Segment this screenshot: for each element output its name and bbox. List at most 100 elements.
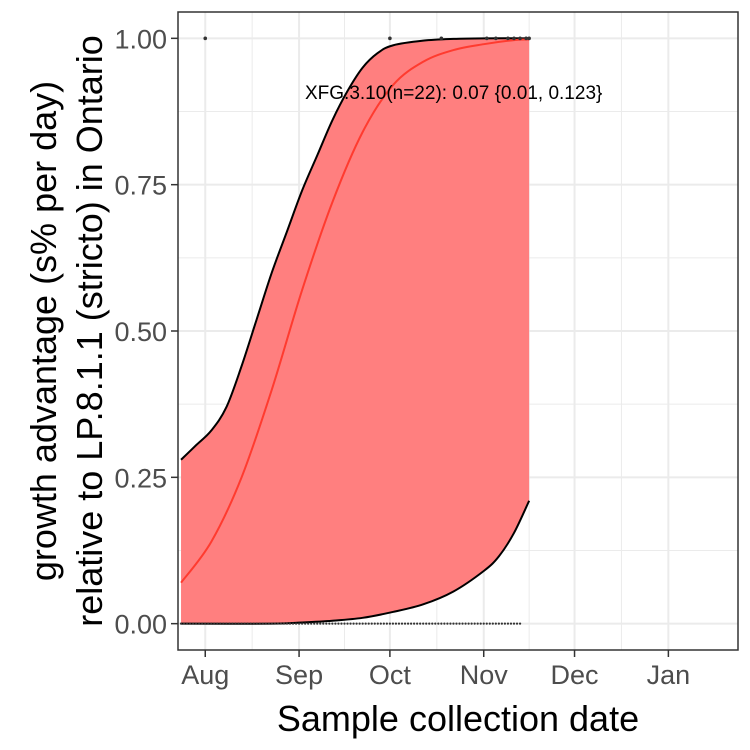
observed-point-zero [276, 622, 279, 625]
observed-point-zero [473, 622, 476, 625]
observed-point-zero [373, 622, 376, 625]
y-tick-label: 0.25 [114, 463, 167, 493]
observed-point-zero [367, 622, 370, 625]
observed-point-zero [446, 622, 449, 625]
observed-point-zero [195, 622, 198, 625]
observed-points [179, 36, 531, 625]
observed-point-zero [440, 622, 443, 625]
observed-point-zero [228, 622, 231, 625]
observed-point-zero [243, 622, 246, 625]
observed-point-zero [316, 622, 319, 625]
x-tick-label: Sep [275, 660, 323, 690]
observed-point-zero [322, 622, 325, 625]
observed-point-zero [294, 622, 298, 625]
observed-point-zero [219, 622, 222, 625]
fit-line [180, 38, 530, 584]
observed-point-zero [192, 622, 195, 625]
observed-point-zero [515, 622, 519, 625]
observed-point-zero [391, 622, 395, 625]
observed-point [512, 36, 516, 41]
observed-point-zero [282, 622, 286, 625]
observed-point [484, 36, 489, 41]
observed-point-zero [346, 622, 349, 625]
observed-point-zero [334, 622, 337, 625]
y-tick-label: 0.00 [114, 610, 167, 640]
y-axis-title: growth advantage (s% per day) relative t… [23, 35, 110, 627]
x-tick-label: Dec [551, 660, 599, 690]
observed-point-zero [416, 622, 419, 625]
observed-point-zero [249, 622, 252, 625]
observed-point-zero [207, 622, 210, 625]
observed-point-zero [385, 622, 388, 625]
observed-point-zero [476, 622, 479, 625]
observed-point-zero [304, 622, 307, 625]
observed-point-zero [182, 622, 186, 625]
observed-point-zero [273, 622, 276, 625]
observed-point-zero [403, 622, 407, 625]
observed-point-zero [270, 622, 273, 625]
observed-point-zero [291, 622, 295, 625]
observed-point-zero [349, 622, 352, 625]
observed-point-zero [325, 622, 328, 625]
observed-point [518, 36, 522, 41]
observed-point-zero [252, 622, 255, 625]
observed-point-zero [237, 622, 240, 625]
confidence-ribbon [181, 38, 530, 624]
observed-point-zero [355, 622, 358, 625]
observed-point-zero [364, 622, 367, 625]
observed-point-zero [319, 622, 322, 625]
observed-point [203, 36, 208, 41]
observed-point-zero [234, 622, 237, 625]
ci-upper-line [180, 37, 530, 461]
observed-point-zero [352, 622, 355, 625]
observed-point-zero [467, 622, 470, 625]
observed-point-zero [458, 622, 461, 625]
observed-point-zero [231, 622, 234, 625]
observed-point-zero [512, 622, 516, 625]
observed-point-zero [503, 622, 507, 625]
observed-point-zero [288, 622, 292, 625]
axis-ticks: 0.00 0.25 0.50 0.75 1.00 Aug Sep Oct Nov Dec Jan [114, 24, 690, 690]
observed-point-zero [506, 622, 510, 625]
observed-point-zero [434, 622, 437, 625]
observed-point [388, 36, 392, 41]
observed-point-zero [400, 622, 404, 625]
ci-lower-line [181, 500, 531, 625]
observed-point-zero [482, 622, 485, 625]
observed-point-zero [222, 622, 225, 625]
y-axis-title-line-1: growth advantage (s% per day) [23, 81, 64, 581]
observed-point-zero [376, 622, 379, 625]
observed-point-zero [343, 622, 346, 625]
observed-point-zero [198, 622, 201, 625]
observed-point-zero [297, 622, 301, 625]
observed-point-zero [443, 622, 446, 625]
observed-point-zero [382, 622, 385, 625]
observed-point-zero [461, 622, 464, 625]
observed-point-zero [494, 622, 497, 625]
observed-point-zero [310, 622, 313, 625]
observed-point-zero [509, 622, 513, 625]
observed-point-zero [258, 622, 261, 625]
annotation: XFG.3.10(n=22): 0.07 {0.01, 0.123} [305, 83, 602, 104]
observed-point-zero [313, 622, 316, 625]
observed-point-zero [285, 622, 289, 625]
observed-point-zero [340, 622, 343, 625]
observed-point-zero [264, 622, 267, 625]
observed-point [494, 36, 498, 41]
observed-point-zero [179, 622, 183, 625]
observed-point-zero [185, 622, 189, 625]
observed-point-zero [419, 622, 422, 625]
observed-point [439, 36, 444, 41]
observed-point-zero [246, 622, 249, 625]
observed-point-zero [452, 622, 455, 625]
observed-point-zero [261, 622, 264, 625]
observed-point-zero [210, 622, 213, 625]
observed-point-zero [413, 622, 416, 625]
observed-point-zero [488, 622, 491, 625]
observed-point-zero [470, 622, 473, 625]
observed-point-zero [425, 622, 428, 625]
observed-point [506, 36, 510, 41]
observed-point-zero [431, 622, 434, 625]
observed-point-zero [397, 622, 401, 625]
